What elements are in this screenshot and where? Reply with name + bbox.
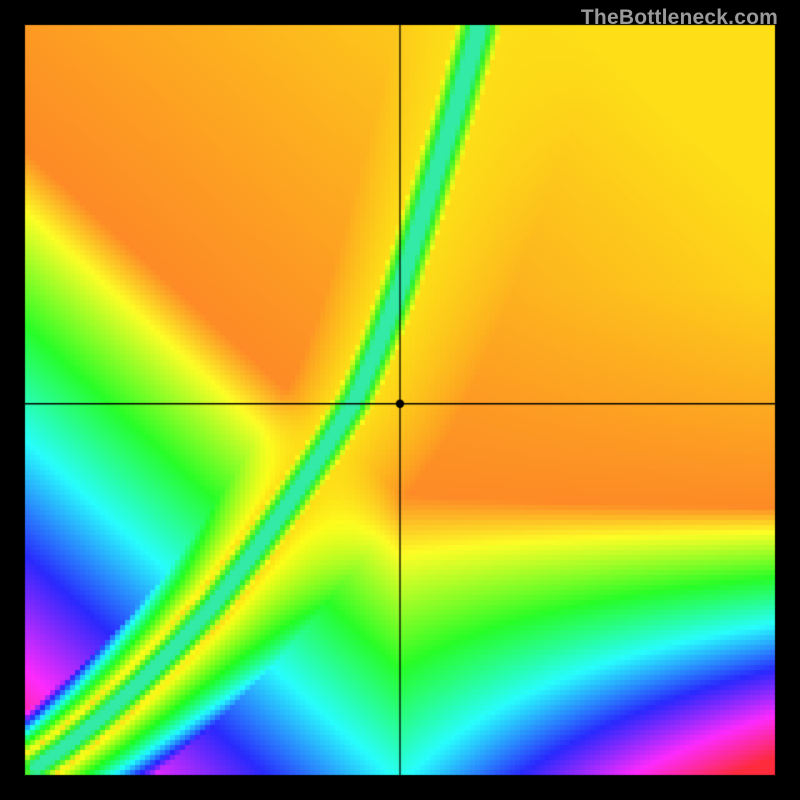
bottleneck-heatmap bbox=[0, 0, 800, 800]
chart-container: { "meta": { "watermark_text": "TheBottle… bbox=[0, 0, 800, 800]
